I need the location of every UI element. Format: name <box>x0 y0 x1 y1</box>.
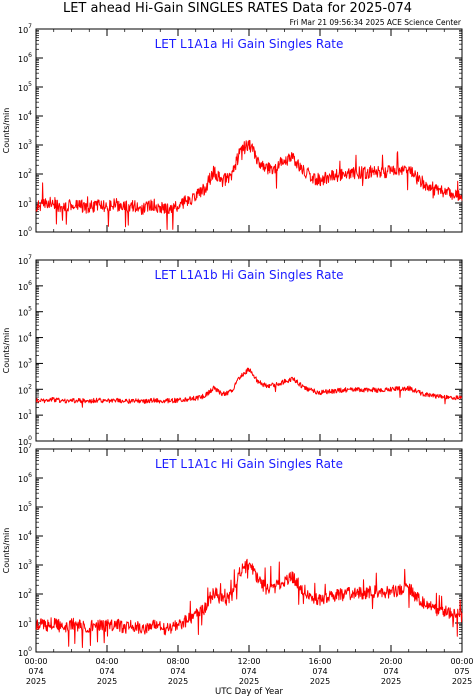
y-tick-label: 107 <box>18 443 32 455</box>
x-tick-label-line: 2025 <box>381 677 401 686</box>
y-axis-label: Counts/min <box>2 528 11 574</box>
x-tick-label-line: 074 <box>241 667 256 676</box>
y-tick-label: 103 <box>18 559 32 571</box>
x-tick-label-line: 04:00 <box>95 657 118 666</box>
x-tick-label-line: 16:00 <box>308 657 331 666</box>
y-tick-label: 105 <box>18 501 32 513</box>
series-line <box>35 367 463 408</box>
x-tick-label-line: 08:00 <box>166 657 189 666</box>
y-axis-label: Counts/min <box>2 108 11 154</box>
series-line <box>35 139 463 230</box>
y-tick-label: 105 <box>18 81 32 93</box>
y-tick-label: 101 <box>18 409 32 421</box>
panel-3: 100 101 102 103 104 105 106 107 LET L1A1c Hi Gai… <box>2 443 463 658</box>
x-tick-label-line: 2025 <box>239 677 259 686</box>
x-tick-label-line: 00:00 <box>24 657 47 666</box>
main-title: LET ahead Hi-Gain SINGLES RATES Data for… <box>62 1 413 16</box>
panel-title: LET L1A1b Hi Gain Singles Rate <box>154 268 343 282</box>
x-tick-label-line: 2025 <box>97 677 117 686</box>
y-tick-label: 105 <box>18 306 32 318</box>
panel-title: LET L1A1a Hi Gain Singles Rate <box>155 37 344 51</box>
y-tick-label: 107 <box>18 23 32 35</box>
x-tick-label-line: 074 <box>312 667 327 676</box>
y-tick-label: 107 <box>18 254 32 266</box>
x-tick-label-line: 2025 <box>310 677 330 686</box>
series-line <box>35 558 463 648</box>
y-tick-label: 101 <box>18 197 32 209</box>
y-tick-label: 106 <box>18 472 32 484</box>
y-tick-label: 103 <box>18 139 32 151</box>
y-axis-label: Counts/min <box>2 328 11 374</box>
y-tick-label: 100 <box>18 435 32 447</box>
x-tick-label-line: 074 <box>28 667 43 676</box>
y-tick-label: 104 <box>18 530 32 542</box>
x-tick-label-line: 075 <box>454 667 469 676</box>
y-tick-label: 102 <box>18 588 32 600</box>
x-tick-label-line: 2025 <box>26 677 46 686</box>
x-tick-label-line: 20:00 <box>379 657 402 666</box>
y-tick-label: 106 <box>18 280 32 292</box>
y-tick-label: 103 <box>18 357 32 369</box>
y-tick-label: 100 <box>18 226 32 238</box>
y-tick-label: 100 <box>18 646 32 658</box>
x-tick-label-line: 074 <box>383 667 398 676</box>
plot-frame <box>35 28 463 233</box>
panel-1: 100 101 102 103 104 105 106 107 LET L1A1a Hi Gai… <box>2 23 463 238</box>
y-tick-label: 101 <box>18 617 32 629</box>
y-tick-label: 102 <box>18 168 32 180</box>
x-tick-label-line: 074 <box>170 667 185 676</box>
plot-frame <box>35 259 463 442</box>
timestamp: Fri Mar 21 09:56:34 2025 ACE Science Cen… <box>289 18 461 27</box>
x-tick-label-line: 00:00 <box>450 657 473 666</box>
y-tick-label: 104 <box>18 332 32 344</box>
x-tick-label-line: 074 <box>99 667 114 676</box>
y-tick-label: 102 <box>18 383 32 395</box>
x-tick-label-line: 12:00 <box>237 657 260 666</box>
x-tick-label-line: 2025 <box>168 677 188 686</box>
panel-2: 100 101 102 103 104 105 106 107 LET L1A1b Hi Gai… <box>2 254 463 447</box>
x-axis-label: UTC Day of Year <box>215 687 283 697</box>
y-tick-label: 106 <box>18 52 32 64</box>
panel-title: LET L1A1c Hi Gain Singles Rate <box>155 457 343 471</box>
x-tick-label-line: 2025 <box>452 677 472 686</box>
y-tick-label: 104 <box>18 110 32 122</box>
